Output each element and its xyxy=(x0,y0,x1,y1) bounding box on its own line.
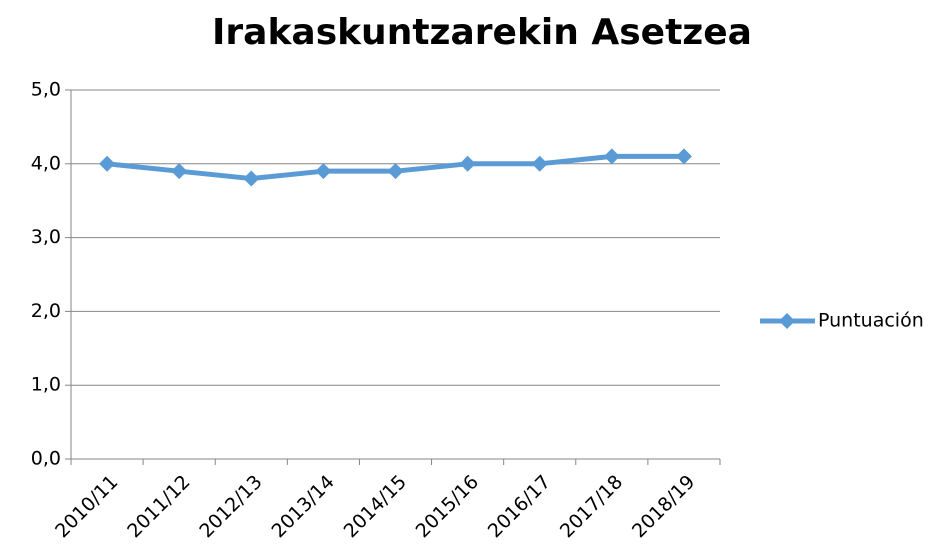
marker xyxy=(603,148,620,165)
marker xyxy=(459,155,476,172)
x-tick-label: 2014/15 xyxy=(340,471,411,542)
y-tick-label: 2,0 xyxy=(31,300,61,322)
y-tick-label: 1,0 xyxy=(31,374,61,396)
marker xyxy=(243,170,260,187)
x-tick-label: 2016/17 xyxy=(484,471,555,542)
y-tick-label: 4,0 xyxy=(31,152,61,174)
y-tick-label: 3,0 xyxy=(31,226,61,248)
legend-label: Puntuación xyxy=(818,310,924,332)
x-tick-label: 2012/13 xyxy=(195,471,266,542)
marker xyxy=(171,163,188,180)
x-tick-label: 2013/14 xyxy=(267,471,338,542)
marker xyxy=(315,163,332,180)
y-tick-label: 5,0 xyxy=(31,79,61,101)
x-tick-label: 2015/16 xyxy=(412,471,483,542)
x-tick-label: 2011/12 xyxy=(123,471,194,542)
legend-marker xyxy=(779,313,795,329)
marker xyxy=(531,155,548,172)
x-tick-label: 2018/19 xyxy=(628,471,699,542)
y-tick-label: 0,0 xyxy=(31,448,61,470)
marker xyxy=(387,163,404,180)
marker xyxy=(99,155,116,172)
chart-title: Irakaskuntzarekin Asetzea xyxy=(212,12,752,53)
marker xyxy=(675,148,692,165)
x-tick-label: 2017/18 xyxy=(556,471,627,542)
x-tick-label: 2010/11 xyxy=(51,471,122,542)
